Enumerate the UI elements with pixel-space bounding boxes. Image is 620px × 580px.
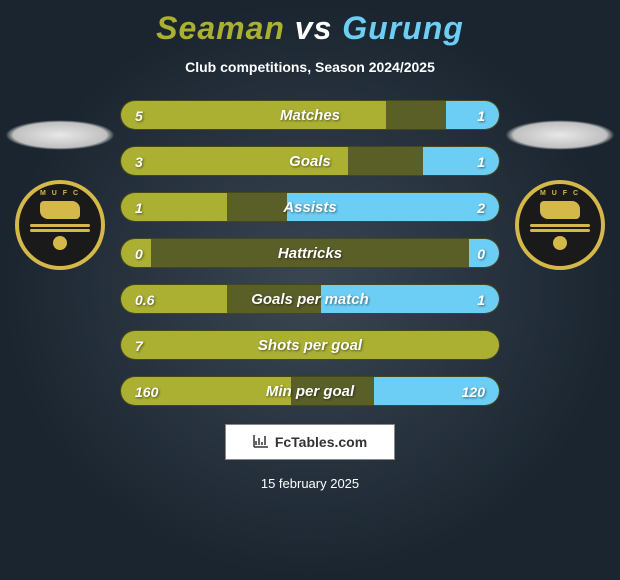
stat-row: 51Matches	[120, 100, 500, 130]
footer-date: 15 february 2025	[0, 476, 620, 491]
stat-label: Assists	[121, 193, 499, 222]
stat-label: Min per goal	[121, 377, 499, 406]
stat-label: Shots per goal	[121, 331, 499, 360]
crest-wave-icon	[530, 224, 590, 227]
stat-row: 160120Min per goal	[120, 376, 500, 406]
stat-label: Hattricks	[121, 239, 499, 268]
crest-text-left: M U F C	[40, 190, 80, 197]
stat-row: 00Hattricks	[120, 238, 500, 268]
player1-name: Seaman	[156, 10, 285, 46]
crest-wave-icon	[30, 229, 90, 232]
player2-club-crest: M U F C	[515, 180, 605, 270]
player1-club-crest: M U F C	[15, 180, 105, 270]
stat-label: Matches	[121, 101, 499, 130]
crest-ball-icon	[53, 236, 67, 250]
stat-row: 31Goals	[120, 146, 500, 176]
stat-row: 0.61Goals per match	[120, 284, 500, 314]
stat-row: 7Shots per goal	[120, 330, 500, 360]
fctables-logo-text: FcTables.com	[275, 434, 367, 450]
player2-badge: M U F C	[505, 120, 615, 280]
crest-text-right: M U F C	[540, 190, 580, 197]
player2-silhouette	[505, 120, 615, 150]
crest-lion-icon	[540, 201, 580, 219]
player2-name: Gurung	[342, 10, 464, 46]
player1-badge: M U F C	[5, 120, 115, 280]
crest-wave-icon	[530, 229, 590, 232]
stats-list: 51Matches 31Goals 12Assists 00Hattricks 0.61…	[120, 100, 500, 406]
stat-label: Goals	[121, 147, 499, 176]
player1-silhouette	[5, 120, 115, 150]
crest-ball-icon	[553, 236, 567, 250]
fctables-logo: FcTables.com	[225, 424, 395, 460]
vs-text: vs	[295, 10, 333, 46]
comparison-title: Seaman vs Gurung	[0, 0, 620, 47]
stat-row: 12Assists	[120, 192, 500, 222]
subtitle: Club competitions, Season 2024/2025	[0, 59, 620, 75]
crest-wave-icon	[30, 224, 90, 227]
chart-icon	[253, 434, 269, 451]
crest-lion-icon	[40, 201, 80, 219]
stat-label: Goals per match	[121, 285, 499, 314]
